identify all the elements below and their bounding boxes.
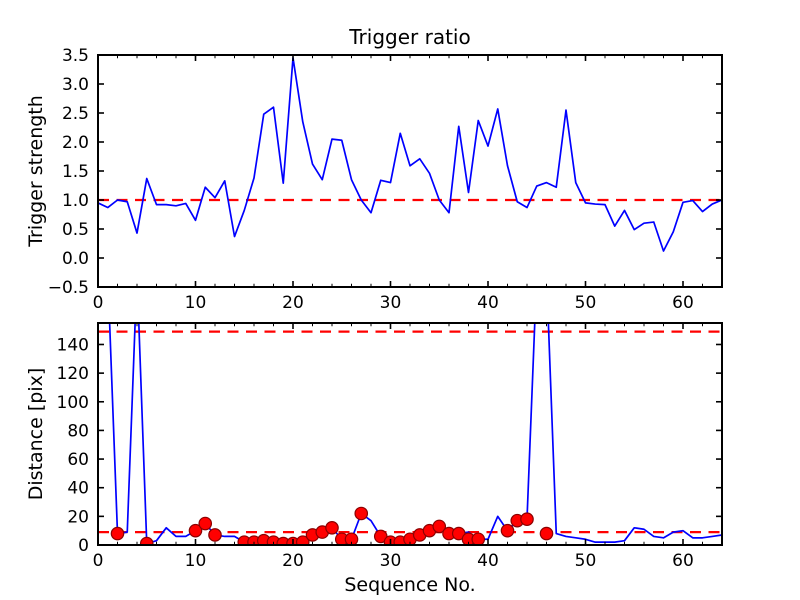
- y-tick-label: 2.0: [62, 133, 89, 153]
- chart-title: Trigger ratio: [348, 25, 470, 49]
- y-tick-label: 3.0: [62, 75, 89, 95]
- x-tick-label: 60: [672, 293, 694, 310]
- x-minor-ticks: [117, 323, 723, 545]
- x-axis: 0 10 20 30 40 50 60: [93, 55, 694, 310]
- distance-plot: 0 10 20 30 40 50 60 0 20 40 60 80 100 120 140 Distance …: [25, 322, 723, 596]
- x-tick-label: 60: [672, 551, 694, 571]
- y-tick-label: 140: [57, 335, 89, 355]
- data-marker: [139, 536, 154, 545]
- y-tick-label: 0.5: [62, 220, 89, 240]
- plot-clip-group: [98, 57, 722, 252]
- x-tick-label: 0: [93, 551, 104, 571]
- x-tick-label: 20: [282, 551, 304, 571]
- data-line-0: [98, 57, 722, 252]
- y-tick-label: 3.5: [62, 46, 89, 66]
- x-tick-label: 10: [185, 293, 207, 310]
- y-tick-label: −0.5: [48, 278, 89, 298]
- x-axis-label: Sequence No.: [344, 574, 475, 596]
- plot-clip-group: [98, 323, 722, 545]
- data-marker: [520, 512, 534, 527]
- data-marker: [188, 523, 203, 538]
- y-tick-label: 0: [78, 536, 89, 556]
- x-tick-label: 50: [575, 551, 597, 571]
- x-tick-label: 30: [380, 551, 402, 571]
- x-tick-label: 20: [282, 293, 304, 310]
- y-axis: −0.5 0.0 0.5 1.0 1.5 2.0 2.5 3.0 3.5: [48, 46, 722, 298]
- trigger-ratio-axes: 0 10 20 30 40 50 60 −0.5 0.0 0.5 1.0 1.5 2.0 2.5 3.0 3.…: [25, 25, 723, 310]
- y-tick-label: 1.5: [62, 162, 89, 182]
- y-tick-label: 40: [67, 479, 89, 499]
- trigger-ratio-plot: 0 10 20 30 40 50 60 −0.5 0.0 0.5 1.0 1.5 2.0 2.5 3.0 3.…: [25, 25, 723, 310]
- x-tick-label: 0: [93, 293, 104, 310]
- x-minor-ticks: [117, 55, 723, 287]
- x-tick-label: 40: [477, 551, 499, 571]
- data-marker: [539, 526, 554, 541]
- y-tick-label: 120: [57, 364, 89, 384]
- y-tick-label: 20: [67, 507, 89, 527]
- data-marker: [432, 519, 447, 534]
- data-marker: [354, 506, 369, 521]
- y-tick-label: 0.0: [62, 249, 89, 269]
- data-marker: [208, 528, 222, 542]
- x-tick-label: 40: [477, 293, 499, 310]
- plot-background: [98, 323, 722, 545]
- y-axis: 0 20 40 60 80 100 120 140: [57, 335, 722, 556]
- x-tick-label: 30: [380, 293, 402, 310]
- plot-background: [98, 55, 722, 287]
- x-axis: 0 10 20 30 40 50 60: [93, 323, 694, 571]
- data-marker: [325, 521, 339, 535]
- distance-axes: 0 10 20 30 40 50 60 0 20 40 60 80 100 120 140 Distance …: [0, 300, 800, 600]
- y-tick-label: 100: [57, 393, 89, 413]
- data-marker: [344, 532, 359, 545]
- x-tick-label: 50: [575, 293, 597, 310]
- data-marker: [500, 523, 515, 538]
- y-axis-label: Distance [pix]: [25, 368, 47, 501]
- y-tick-label: 60: [67, 450, 89, 470]
- y-tick-label: 1.0: [62, 191, 89, 211]
- y-tick-label: 2.5: [62, 104, 89, 124]
- x-tick-label: 10: [185, 551, 207, 571]
- data-marker: [110, 526, 125, 541]
- data-marker: [198, 516, 213, 531]
- y-tick-label: 80: [67, 421, 89, 441]
- y-axis-label: Trigger strength: [25, 95, 47, 248]
- data-marker: [295, 535, 310, 545]
- data-marker: [471, 532, 486, 545]
